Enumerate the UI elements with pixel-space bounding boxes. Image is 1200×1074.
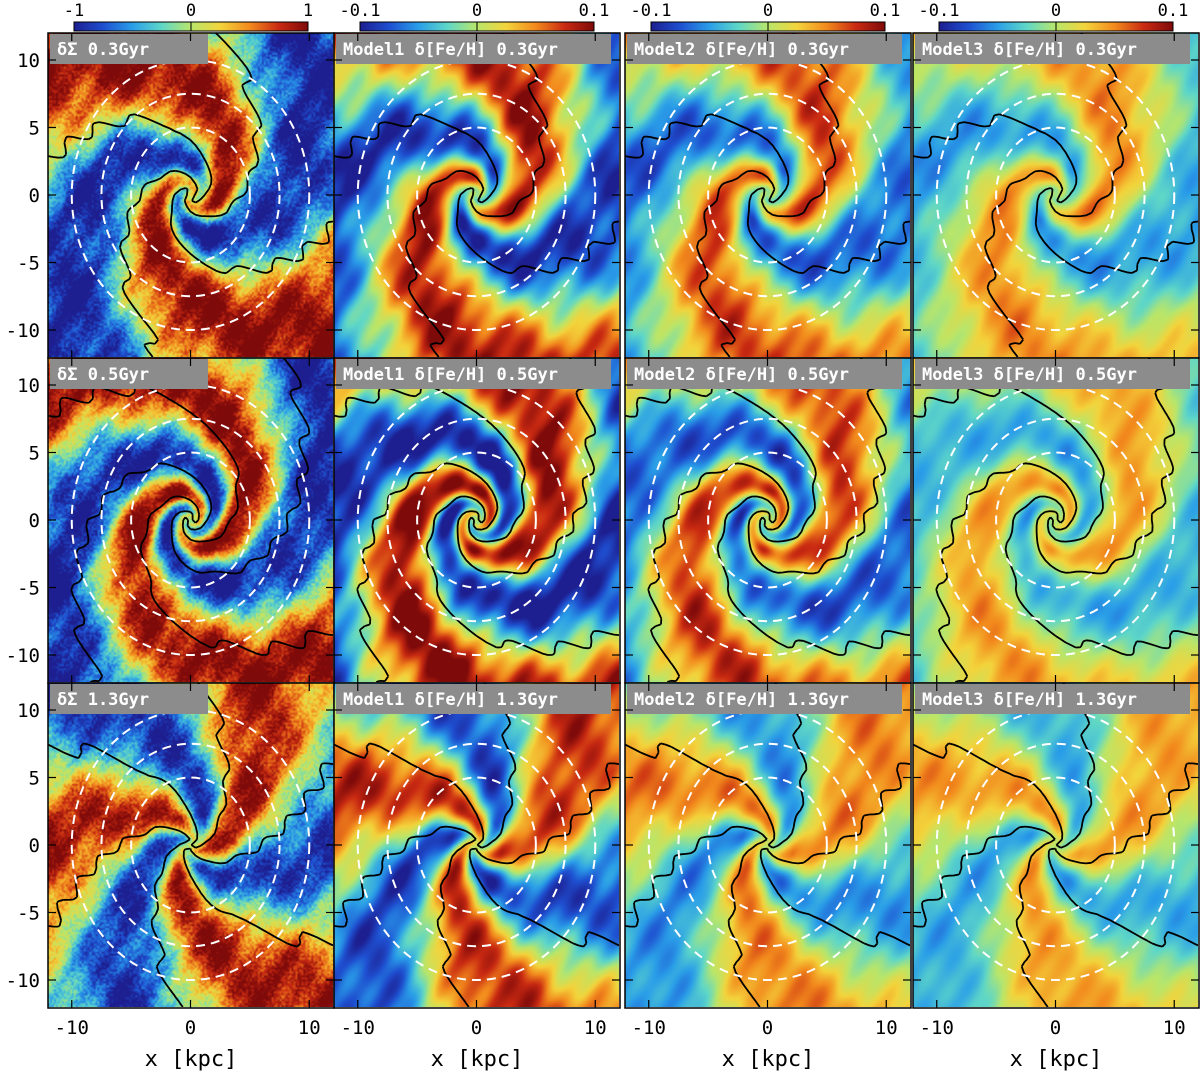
colorbar-tick-label: -0.1 [919, 1, 960, 21]
heatmap-panel: Model1 δ[Fe/H] 0.3Gyr [334, 33, 620, 358]
colorbar: -1 0 1 [64, 1, 313, 31]
heatmap-panel: Model2 δ[Fe/H] 1.3Gyr [625, 683, 911, 1008]
y-tick-label: -10 [6, 320, 40, 342]
colorbar: -0.1 0 0.1 [631, 1, 901, 31]
y-tick-label: 10 [17, 700, 40, 722]
heatmap-image [48, 358, 333, 682]
y-tick-label: -10 [6, 970, 40, 992]
heatmap-image [48, 683, 333, 1007]
colorbar-tick-label: 0 [472, 1, 482, 21]
panel-label: Model3 δ[Fe/H] 1.3Gyr [922, 690, 1137, 710]
heatmap-image [334, 683, 619, 1007]
x-axis-label: x [kpc] [722, 1047, 815, 1072]
y-tick-label: -10 [6, 645, 40, 667]
panel-label: Model3 δ[Fe/H] 0.5Gyr [922, 365, 1137, 385]
colorbar-tick-label: 1 [303, 1, 313, 21]
heatmap-image [913, 683, 1198, 1007]
heatmap-image [48, 33, 333, 357]
x-axis-label: x [kpc] [1010, 1047, 1103, 1072]
x-tick-label: 0 [185, 1017, 196, 1039]
colorbar-tick-label: 0.1 [1158, 1, 1189, 21]
panel-label: Model1 δ[Fe/H] 1.3Gyr [343, 690, 558, 710]
y-tick-label: 10 [17, 375, 40, 397]
colorbar-tick-label: -0.1 [340, 1, 381, 21]
y-tick-label: -5 [17, 253, 40, 275]
heatmap-panel: Model1 δ[Fe/H] 0.5Gyr [334, 358, 620, 683]
heatmap-image [625, 683, 910, 1007]
colorbar-tick-label: -0.1 [631, 1, 672, 21]
heatmap-panel: δΣ 1.3Gyr [48, 683, 334, 1008]
panel-label: δΣ 0.3Gyr [57, 40, 149, 60]
heatmap-panel: Model3 δ[Fe/H] 1.3Gyr [913, 683, 1199, 1008]
y-tick-label: 0 [29, 835, 40, 857]
x-tick-label: -10 [341, 1017, 375, 1039]
x-tick-label: 0 [1050, 1017, 1061, 1039]
panels: δΣ 0.3Gyr Model1 δ[Fe/H] 0.3Gyr Model2 δ[F… [48, 33, 1199, 1008]
colorbar-tick-label: 0.1 [579, 1, 610, 21]
heatmap-image [913, 33, 1198, 357]
y-tick-label: 0 [29, 185, 40, 207]
colorbar: -0.1 0 0.1 [919, 1, 1189, 31]
y-tick-label: 10 [17, 50, 40, 72]
heatmap-panel: Model3 δ[Fe/H] 0.5Gyr [913, 358, 1199, 683]
y-tick-label: -5 [17, 578, 40, 600]
colorbar-tick-label: 0.1 [870, 1, 901, 21]
panel-label: δΣ 0.5Gyr [57, 365, 149, 385]
heatmap-panel: Model2 δ[Fe/H] 0.3Gyr [625, 33, 911, 358]
panel-label: Model1 δ[Fe/H] 0.5Gyr [343, 365, 558, 385]
colorbar-tick-label: 0 [763, 1, 773, 21]
y-tick-label: 5 [29, 768, 40, 790]
x-tick-label: -10 [55, 1017, 89, 1039]
panel-label: Model2 δ[Fe/H] 0.5Gyr [634, 365, 849, 385]
heatmap-panel: Model3 δ[Fe/H] 0.3Gyr [913, 33, 1199, 358]
colorbar-tick-label: 0 [186, 1, 196, 21]
heatmap-panel: δΣ 0.5Gyr [48, 358, 334, 683]
heatmap-image [334, 358, 619, 682]
x-tick-label: 10 [1163, 1017, 1186, 1039]
heatmap-panel: δΣ 0.3Gyr [48, 33, 334, 358]
x-tick-label: -10 [632, 1017, 666, 1039]
panel-label: Model2 δ[Fe/H] 0.3Gyr [634, 40, 849, 60]
x-axis-label: x [kpc] [431, 1047, 524, 1072]
colorbar-tick-label: 0 [1051, 1, 1061, 21]
x-tick-label: 0 [762, 1017, 773, 1039]
colorbars: -1 0 1 -0.1 0 0.1 -0.1 0 0.1 -0.1 0 0.1 [64, 1, 1189, 31]
y-tick-label: 0 [29, 510, 40, 532]
x-axis-label: x [kpc] [145, 1047, 238, 1072]
x-tick-label: 0 [471, 1017, 482, 1039]
heatmap-image [334, 33, 619, 357]
panel-label: Model3 δ[Fe/H] 0.3Gyr [922, 40, 1137, 60]
colorbar-tick-label: -1 [64, 1, 84, 21]
x-tick-label: 10 [875, 1017, 898, 1039]
x-tick-label: 10 [584, 1017, 607, 1039]
y-tick-label: 5 [29, 118, 40, 140]
heatmap-image [913, 358, 1198, 682]
x-tick-label: -10 [920, 1017, 954, 1039]
heatmap-panel: Model2 δ[Fe/H] 0.5Gyr [625, 358, 911, 683]
heatmap-panel: Model1 δ[Fe/H] 1.3Gyr [334, 683, 620, 1008]
x-tick-label: 10 [298, 1017, 321, 1039]
heatmap-image [625, 358, 910, 682]
heatmap-image [625, 33, 910, 357]
y-tick-label: -5 [17, 903, 40, 925]
panel-label: Model2 δ[Fe/H] 1.3Gyr [634, 690, 849, 710]
panel-label: Model1 δ[Fe/H] 0.3Gyr [343, 40, 558, 60]
colorbar: -0.1 0 0.1 [340, 1, 610, 31]
panel-label: δΣ 1.3Gyr [57, 690, 149, 710]
y-tick-label: 5 [29, 443, 40, 465]
